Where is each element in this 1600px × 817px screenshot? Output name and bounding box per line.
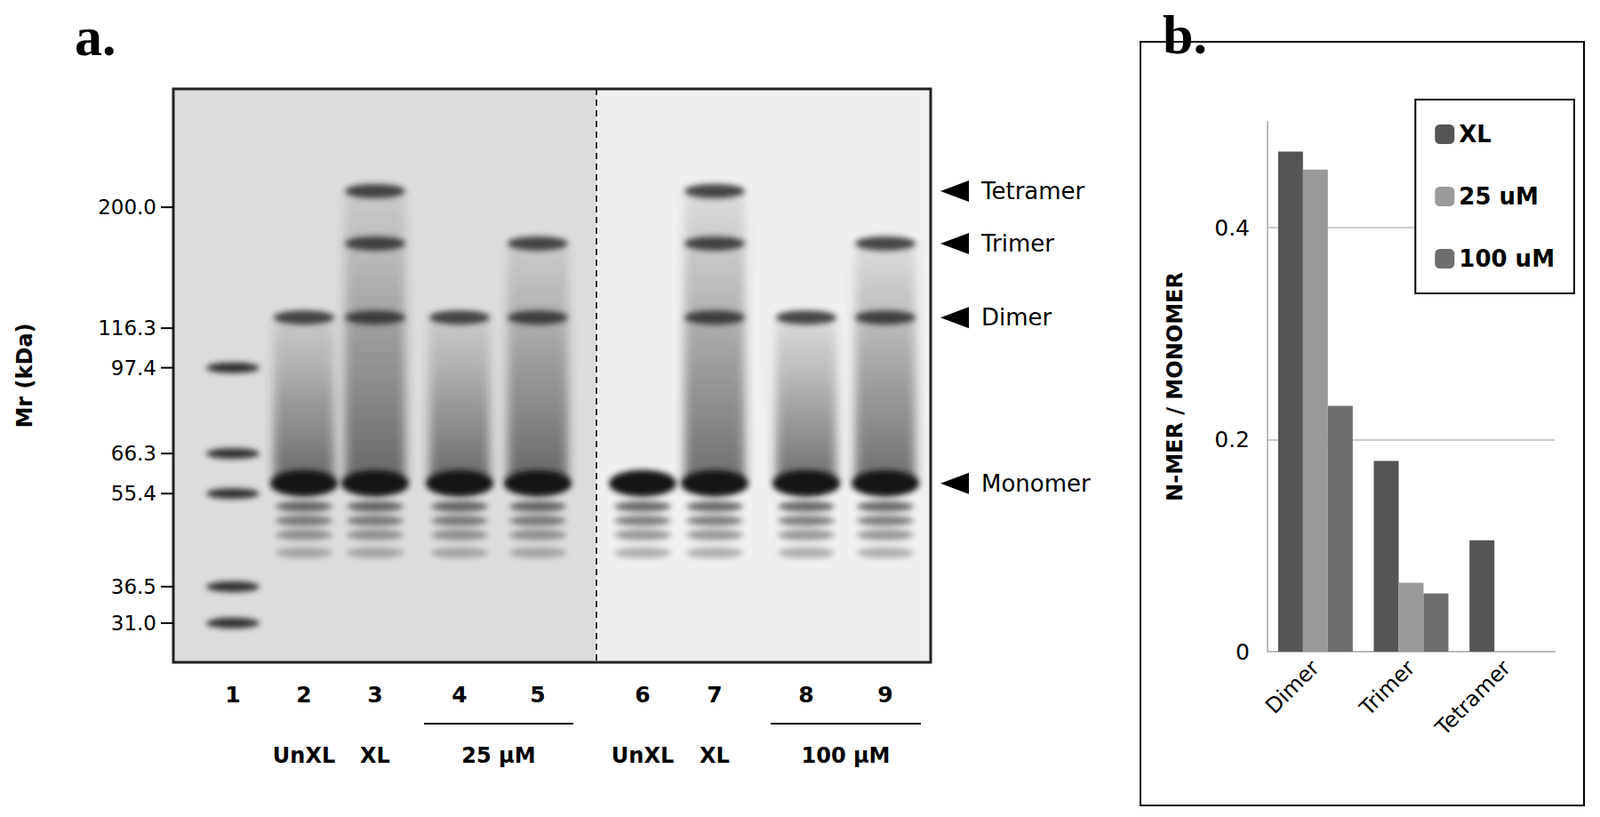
svg-text:116.3: 116.3 (97, 316, 157, 340)
svg-text:6: 6 (634, 681, 650, 708)
svg-text:8: 8 (798, 681, 814, 708)
svg-text:Monomer: Monomer (981, 470, 1091, 497)
svg-text:25 uM: 25 uM (1458, 183, 1539, 210)
svg-text:Dimer: Dimer (981, 304, 1053, 331)
svg-text:97.4: 97.4 (111, 356, 157, 380)
svg-text:0.4: 0.4 (1214, 215, 1250, 241)
svg-text:N-MER / MONOMER: N-MER / MONOMER (1162, 272, 1188, 502)
svg-text:Dimer: Dimer (1260, 655, 1325, 720)
svg-text:a.: a. (74, 6, 117, 67)
svg-text:7: 7 (706, 681, 722, 708)
svg-text:0.2: 0.2 (1214, 426, 1250, 453)
svg-text:Tetramer: Tetramer (1430, 655, 1516, 741)
svg-text:36.5: 36.5 (111, 575, 157, 599)
svg-text:5: 5 (529, 681, 545, 708)
svg-text:55.4: 55.4 (111, 481, 157, 505)
svg-text:Mr (kDa): Mr (kDa) (12, 322, 38, 428)
svg-text:25 µM: 25 µM (461, 743, 536, 768)
svg-text:200.0: 200.0 (97, 195, 157, 219)
svg-text:9: 9 (877, 681, 893, 708)
svg-text:100 µM: 100 µM (801, 743, 891, 768)
svg-text:0: 0 (1235, 639, 1250, 665)
svg-text:100 uM: 100 uM (1458, 245, 1555, 272)
svg-text:66.3: 66.3 (111, 441, 157, 465)
svg-text:Trimer: Trimer (980, 230, 1055, 257)
svg-text:Trimer: Trimer (1353, 655, 1420, 721)
svg-text:1: 1 (224, 681, 240, 708)
svg-text:UnXL: UnXL (611, 743, 674, 768)
svg-text:XL: XL (699, 743, 730, 768)
svg-text:4: 4 (451, 681, 467, 708)
svg-text:XL: XL (360, 743, 391, 768)
svg-text:Tetramer: Tetramer (980, 177, 1086, 205)
svg-text:2: 2 (296, 681, 312, 708)
svg-text:b.: b. (1162, 4, 1208, 65)
svg-text:XL: XL (1458, 120, 1492, 148)
svg-text:3: 3 (367, 681, 383, 708)
svg-text:31.0: 31.0 (111, 611, 157, 635)
svg-text:UnXL: UnXL (272, 743, 336, 768)
